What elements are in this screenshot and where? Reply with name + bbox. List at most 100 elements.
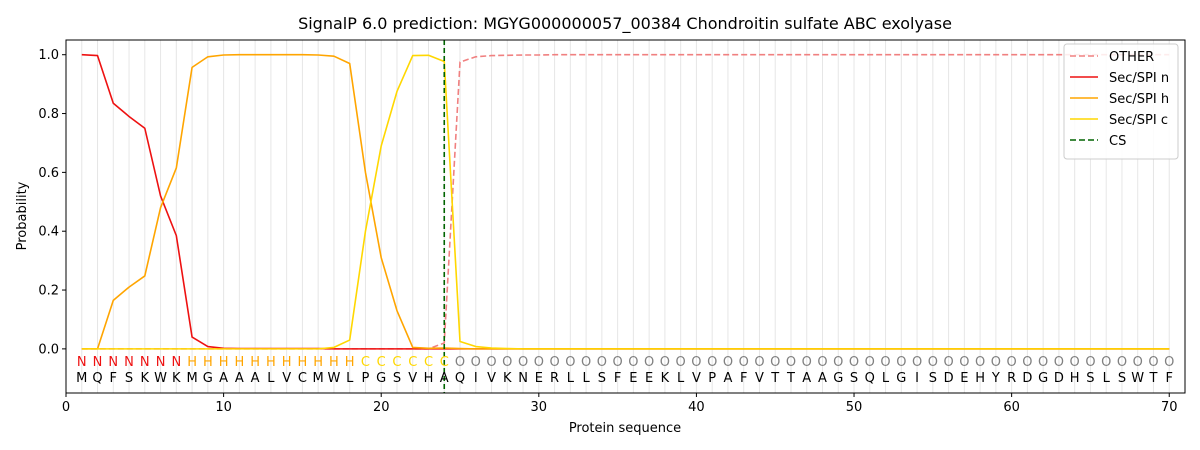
residue-label: E (960, 371, 968, 386)
region-label: O (597, 355, 607, 370)
residue-label: V (692, 371, 701, 386)
residue-label: H (975, 371, 985, 386)
residue-label: I (474, 371, 478, 386)
x-axis-label: Protein sequence (569, 421, 681, 436)
region-label: O (691, 355, 701, 370)
y-tick-label: 0.6 (38, 166, 59, 181)
region-label: O (581, 355, 591, 370)
legend-label: OTHER (1109, 50, 1154, 65)
residue-label: N (518, 371, 528, 386)
plot-frame (65, 39, 1186, 394)
region-label: O (644, 355, 654, 370)
residue-label: M (186, 371, 197, 386)
residue-label: S (850, 371, 858, 386)
legend-label: Sec/SPI h (1109, 92, 1169, 107)
region-label: O (802, 355, 812, 370)
grid-layer (81, 40, 1170, 393)
residue-label: S (393, 371, 401, 386)
region-label: O (1117, 355, 1127, 370)
region-label: H (187, 355, 197, 370)
residue-label: E (645, 371, 653, 386)
series-line-sec-spi-n (81, 53, 1170, 350)
residue-label: S (125, 371, 133, 386)
residue-label: G (1038, 371, 1048, 386)
region-label: O (959, 355, 969, 370)
x-tick-label: 50 (846, 400, 863, 415)
region-label: N (93, 355, 103, 370)
y-tick-label: 0.0 (38, 342, 59, 357)
region-label: H (313, 355, 323, 370)
region-label: O (975, 355, 985, 370)
region-label: O (660, 355, 670, 370)
residue-label: S (598, 371, 606, 386)
region-label: O (880, 355, 890, 370)
region-label: O (754, 355, 764, 370)
region-label: N (124, 355, 134, 370)
residue-label: L (1103, 371, 1111, 386)
region-label: O (565, 355, 575, 370)
residue-label: F (614, 371, 621, 386)
region-label: N (77, 355, 87, 370)
region-label: O (707, 355, 717, 370)
residue-label: L (267, 371, 275, 386)
residue-label: D (944, 371, 954, 386)
residue-label: A (802, 371, 811, 386)
region-label: H (266, 355, 276, 370)
series-line-other (81, 53, 1170, 350)
residue-label: M (76, 371, 87, 386)
residue-label: G (896, 371, 906, 386)
region-label: C (361, 355, 370, 370)
region-label: O (502, 355, 512, 370)
region-label: O (865, 355, 875, 370)
region-label: H (234, 355, 244, 370)
residue-label: Q (455, 371, 465, 386)
y-axis-label: Probability (15, 181, 30, 250)
region-label: O (833, 355, 843, 370)
legend-label: Sec/SPI n (1109, 71, 1169, 86)
residue-label: K (172, 371, 181, 386)
residue-label: S (1118, 371, 1126, 386)
region-label: O (628, 355, 638, 370)
y-tick-label: 0.2 (38, 284, 59, 299)
region-label: O (943, 355, 953, 370)
residue-label: D (1054, 371, 1064, 386)
residue-label: F (740, 371, 747, 386)
region-label: O (549, 355, 559, 370)
x-tick-label: 60 (1003, 400, 1020, 415)
region-label: O (723, 355, 733, 370)
region-label: N (140, 355, 150, 370)
region-label: H (282, 355, 292, 370)
residue-label: A (440, 371, 449, 386)
region-label: O (471, 355, 481, 370)
region-label: O (770, 355, 780, 370)
residue-label: L (582, 371, 590, 386)
legend-label: CS (1109, 134, 1126, 149)
residue-label: V (487, 371, 496, 386)
region-label: H (250, 355, 260, 370)
residue-label: V (408, 371, 417, 386)
residue-label: A (818, 371, 827, 386)
region-label: O (912, 355, 922, 370)
region-label: O (1054, 355, 1064, 370)
residue-label: W (154, 371, 167, 386)
x-tick-label: 0 (62, 400, 70, 415)
region-label: N (108, 355, 118, 370)
x-tick-label: 20 (373, 400, 390, 415)
residue-label: K (503, 371, 512, 386)
region-label: O (486, 355, 496, 370)
residue-label: L (346, 371, 354, 386)
region-label: H (219, 355, 229, 370)
region-label: C (408, 355, 417, 370)
region-label: O (1164, 355, 1174, 370)
residue-label: M (313, 371, 324, 386)
residue-label: P (708, 371, 716, 386)
residue-label: G (203, 371, 213, 386)
axis-layer: 0 10 20 30 40 50 60 70 0.0 0.2 0.4 0.6 0.8 1.0 (38, 48, 1177, 415)
region-label: O (534, 355, 544, 370)
region-label: O (1148, 355, 1158, 370)
residue-label: V (282, 371, 291, 386)
residue-label: P (362, 371, 370, 386)
residue-label: R (550, 371, 559, 386)
